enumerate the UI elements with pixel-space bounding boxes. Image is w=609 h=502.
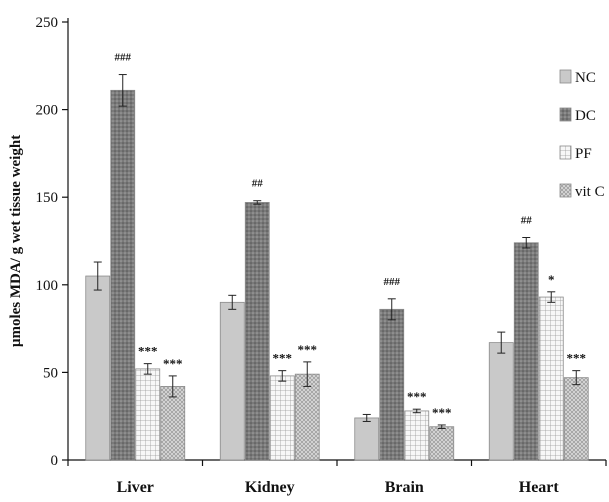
significance-label: *** <box>298 342 318 357</box>
x-tick-label: Liver <box>117 479 154 496</box>
legend-label: vit C <box>575 184 605 200</box>
significance-label: *** <box>138 344 158 359</box>
bar <box>135 368 161 461</box>
significance-label: ## <box>521 214 533 226</box>
significance-label: ### <box>384 276 401 288</box>
bar <box>244 202 270 461</box>
legend-swatch <box>559 145 572 160</box>
bar <box>429 426 455 461</box>
significance-label: *** <box>567 351 587 366</box>
significance-label: *** <box>163 356 183 371</box>
significance-label: *** <box>273 351 293 366</box>
x-tick-label: Brain <box>385 479 424 496</box>
significance-label: *** <box>407 389 427 404</box>
bar <box>354 417 380 461</box>
bar <box>513 242 539 461</box>
x-axis: Liver Kidney Brain Heart <box>67 459 607 496</box>
bar <box>160 386 186 461</box>
bar <box>488 342 514 461</box>
x-ticks: Liver Kidney Brain Heart <box>67 460 607 496</box>
y-ticks: 0 50 100 150 200 250 <box>36 15 68 469</box>
x-tick-label: Kidney <box>245 479 295 496</box>
bar <box>563 377 589 461</box>
y-tick-label: 50 <box>43 365 58 381</box>
legend-swatch <box>559 183 572 198</box>
y-axis: 0 50 100 150 200 250 µmoles MDA/ g wet tissue… <box>8 15 69 469</box>
y-tick-label: 150 <box>36 190 59 206</box>
bar <box>379 308 405 461</box>
bar <box>269 375 295 461</box>
legend-label: DC <box>575 108 596 124</box>
x-tick-label: Heart <box>519 479 560 496</box>
legend-swatch <box>559 107 572 122</box>
bar <box>404 410 430 461</box>
bar <box>110 89 136 461</box>
bar <box>294 373 320 461</box>
y-tick-label: 250 <box>36 15 59 31</box>
legend-label: PF <box>575 146 592 162</box>
significance-label: ## <box>252 178 264 190</box>
y-tick-label: 200 <box>36 103 59 119</box>
bar <box>219 301 245 461</box>
legend-label: NC <box>575 70 596 86</box>
significance-label: *** <box>432 405 452 420</box>
significance-label: ### <box>115 52 132 64</box>
legend-swatch <box>559 69 572 84</box>
y-tick-label: 0 <box>51 453 59 469</box>
y-tick-label: 100 <box>36 278 59 294</box>
y-axis-title: µmoles MDA/ g wet tissue weight <box>8 135 24 347</box>
bars: ###******##******###******##**** <box>85 52 589 461</box>
bar <box>538 296 564 461</box>
significance-label: * <box>548 272 555 287</box>
legend: NC DC PF vit C <box>559 69 605 200</box>
bar <box>85 275 111 461</box>
